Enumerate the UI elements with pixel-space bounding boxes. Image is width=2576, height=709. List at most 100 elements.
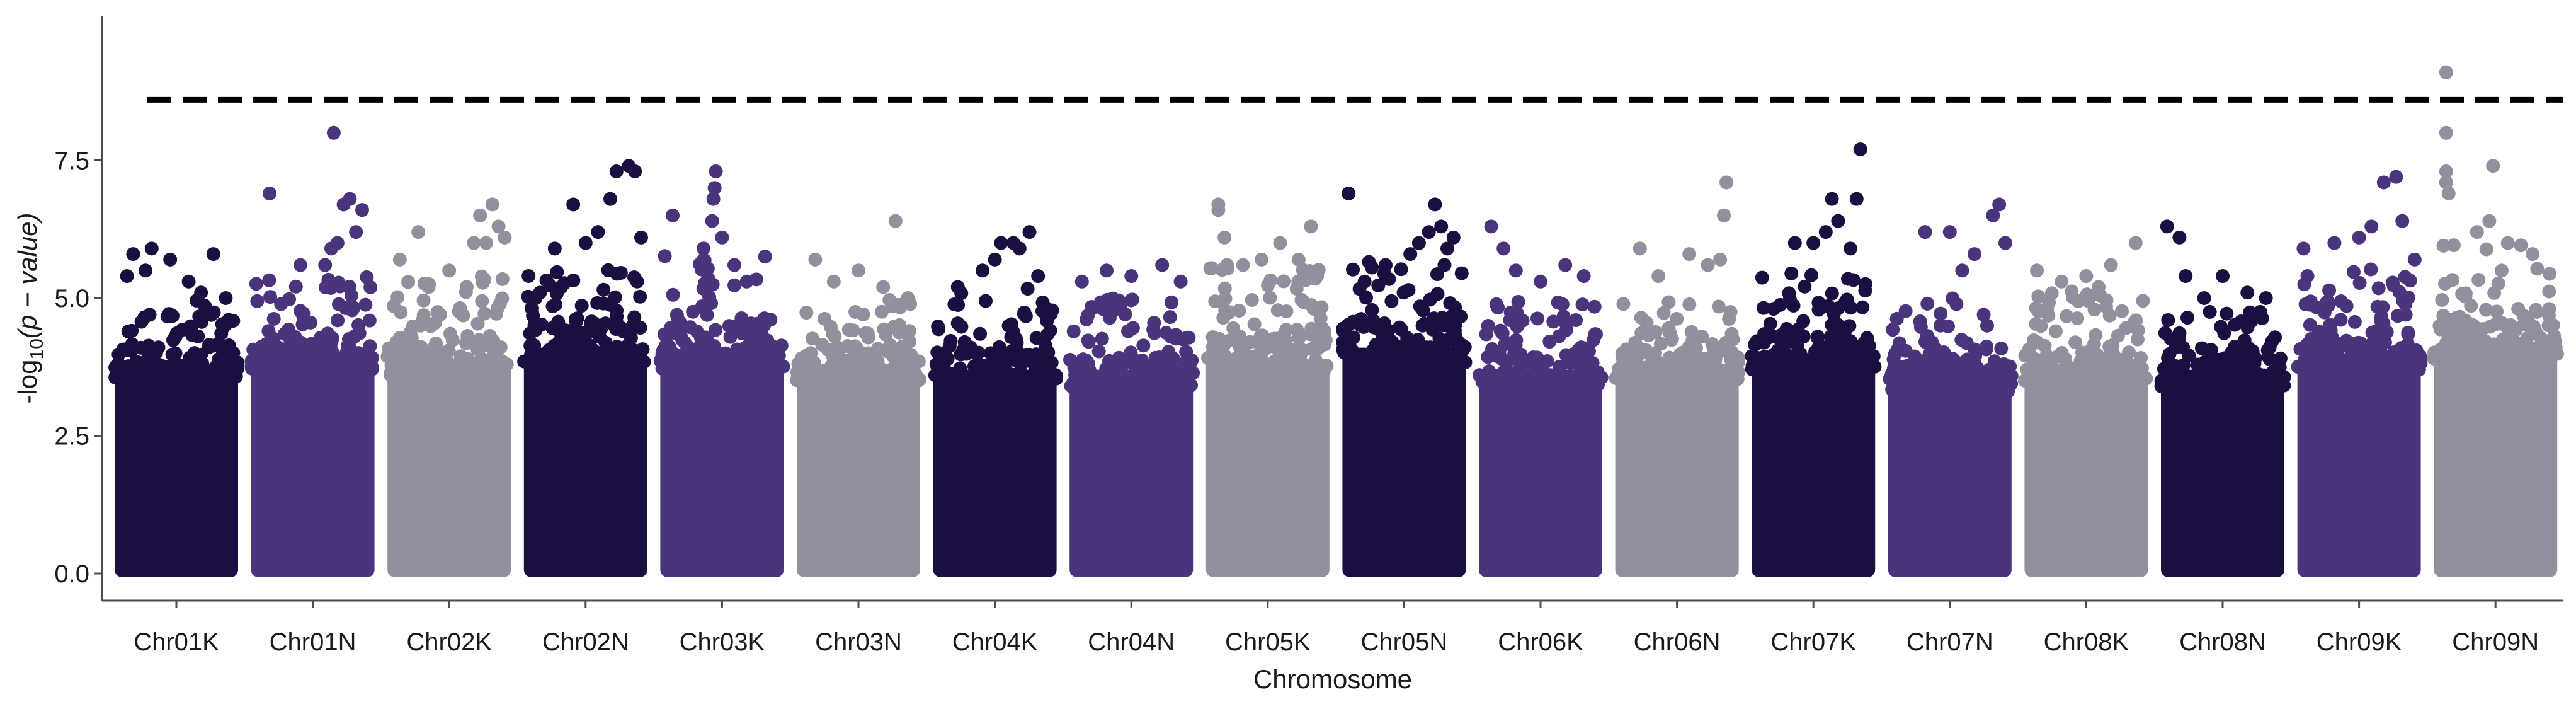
snp-point — [194, 285, 208, 300]
snp-point — [1359, 291, 1374, 305]
snp-point — [1968, 247, 1981, 262]
snp-point — [1357, 274, 1372, 289]
snp-point — [1992, 197, 2007, 212]
snp-point — [1787, 349, 1802, 364]
snp-point — [1270, 366, 1284, 381]
dense-points-block — [1888, 375, 2012, 577]
snp-point — [266, 311, 281, 326]
snp-point — [452, 304, 466, 319]
snp-point — [1831, 214, 1845, 228]
snp-point — [1125, 292, 1139, 307]
x-tick-label: Chr03K — [680, 628, 765, 656]
snp-point — [967, 359, 981, 374]
snp-point — [1204, 261, 1219, 275]
snp-point — [1555, 297, 1570, 311]
x-axis-ticks: Chr01K Chr01N Chr02K Chr02N Chr03K Chr03N Chr0… — [134, 601, 2539, 656]
snp-point — [360, 270, 374, 284]
snp-point — [2071, 365, 2085, 379]
snp-point — [1837, 325, 1852, 340]
snp-point — [658, 249, 672, 263]
x-tick-label: Chr05N — [1360, 628, 1447, 656]
snp-point — [2439, 164, 2453, 178]
snp-point — [1678, 346, 1693, 360]
snp-point — [2466, 318, 2481, 333]
snp-point — [591, 225, 605, 239]
snp-point — [1244, 363, 1258, 378]
snp-point — [1081, 335, 1096, 349]
snp-point — [411, 225, 426, 239]
snp-point — [895, 339, 909, 354]
snp-point — [2031, 289, 2046, 304]
snp-point — [2081, 294, 2095, 308]
snp-point — [957, 335, 972, 349]
snp-point — [1808, 355, 1822, 369]
snp-point — [2376, 175, 2391, 190]
snp-point — [700, 308, 714, 322]
snp-point — [2398, 308, 2413, 322]
snp-point — [2253, 304, 2267, 319]
snp-point — [2235, 343, 2250, 357]
snp-point — [887, 319, 902, 333]
snp-point — [1275, 329, 1290, 343]
snp-point — [2442, 313, 2456, 327]
snp-point — [1211, 197, 1226, 212]
snp-point — [2128, 236, 2143, 250]
snp-point — [1304, 321, 1319, 336]
snp-point — [1806, 236, 1821, 250]
snp-point — [2179, 374, 2194, 389]
snp-point — [2458, 289, 2473, 304]
snp-point — [702, 290, 717, 304]
snp-point — [2446, 238, 2461, 253]
y-tick-label: 0.0 — [54, 560, 89, 588]
snp-point — [1124, 345, 1138, 360]
snp-point — [1576, 269, 1591, 284]
snp-point — [2455, 352, 2470, 366]
snp-point — [2542, 284, 2556, 299]
snp-point — [958, 376, 972, 390]
snp-point — [727, 258, 741, 272]
snp-point — [2299, 351, 2313, 366]
snp-point — [1719, 175, 1733, 190]
snp-point — [1031, 269, 1046, 284]
snp-point — [2075, 345, 2089, 360]
snp-point — [1808, 345, 1823, 359]
snp-point — [975, 376, 989, 391]
snp-point — [574, 299, 589, 313]
snp-point — [2352, 230, 2366, 245]
snp-point — [1818, 225, 1833, 239]
snp-point — [1582, 344, 1596, 359]
snp-point — [293, 304, 307, 318]
snp-point — [288, 279, 303, 294]
snp-point — [1379, 258, 1393, 272]
snp-point — [1849, 192, 1864, 206]
snp-point — [1261, 278, 1275, 292]
x-tick-label: Chr07K — [1770, 628, 1856, 656]
snp-point — [2494, 263, 2509, 278]
snp-point — [1770, 345, 1784, 360]
snp-point — [1205, 347, 1219, 361]
snp-point — [477, 272, 491, 287]
snp-point — [1255, 252, 1268, 267]
snp-point — [1434, 219, 1449, 234]
snp-point — [459, 280, 474, 294]
snp-point — [1482, 364, 1496, 379]
snp-point — [744, 316, 758, 331]
snp-point — [541, 349, 556, 364]
snp-point — [2370, 362, 2385, 376]
snp-point — [479, 236, 493, 250]
snp-point — [271, 362, 286, 377]
snp-point — [1226, 321, 1241, 335]
snp-point — [2303, 318, 2317, 332]
snp-point — [1495, 326, 1510, 340]
snp-point — [727, 278, 742, 292]
snp-point — [1782, 286, 1796, 301]
snp-point — [1214, 367, 1229, 382]
snp-point — [498, 230, 512, 245]
snp-point — [1112, 293, 1126, 308]
snp-point — [2435, 293, 2449, 308]
snp-point — [2441, 186, 2456, 200]
snp-point — [2079, 269, 2094, 284]
snp-point — [349, 225, 363, 239]
snp-point — [716, 362, 731, 376]
snp-point — [1313, 367, 1328, 382]
